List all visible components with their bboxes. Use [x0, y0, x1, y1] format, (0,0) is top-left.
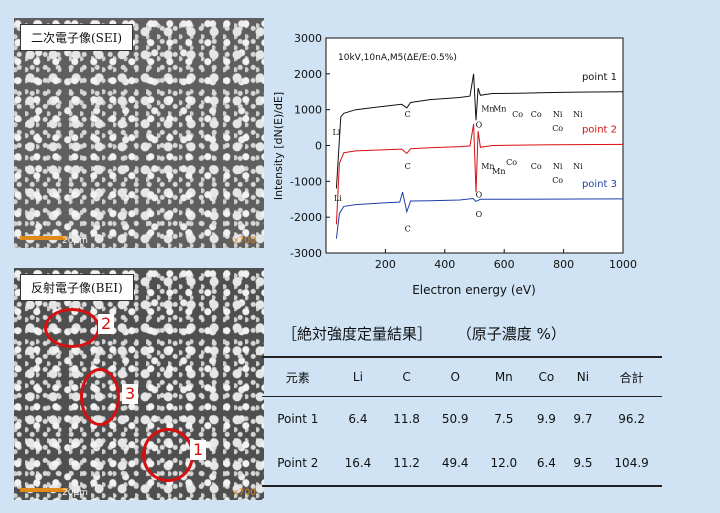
y-tick-label: 2000	[294, 68, 322, 81]
sei-magnification: x700	[233, 236, 256, 246]
table-row: Point 2 16.4 11.2 49.4 12.0 6.4 9.5 104.…	[262, 441, 662, 486]
bei-scale-text: 20μm	[62, 488, 88, 498]
sei-label: 二次電子像(SEI)	[20, 24, 134, 51]
peak-label: Mn	[481, 104, 494, 113]
cell-o: 49.4	[441, 456, 469, 470]
y-tick-label: -1000	[290, 175, 322, 188]
bei-magnification: x700	[233, 488, 256, 498]
region-number-1: 1	[190, 440, 207, 460]
x-axis: 200 400 600 800 1000	[375, 249, 637, 271]
header-o: O	[450, 370, 460, 384]
peak-label: Ni	[553, 110, 563, 119]
header-co: Co	[538, 370, 555, 384]
table-row: Point 1 6.4 11.8 50.9 7.5 9.9 9.7 96.2	[262, 397, 662, 442]
y-axis-label: Intensity [dN(E)/dE]	[272, 92, 285, 200]
y-axis: 3000 2000 1000 0 -1000 -2000 -3000	[290, 32, 330, 260]
peak-label: C	[405, 110, 411, 119]
series-line-1	[335, 73, 624, 189]
cell-mn: 7.5	[494, 412, 514, 426]
region-number-2: 2	[98, 314, 115, 334]
peak-label: Co	[531, 110, 542, 119]
peak-label: C	[405, 225, 411, 234]
peak-label: Ni	[553, 162, 563, 171]
peak-label: C	[405, 162, 411, 171]
region-ring-2	[44, 308, 100, 348]
series-line-3	[335, 191, 624, 239]
peak-label: Mn	[493, 104, 506, 113]
series-group	[335, 73, 624, 239]
region-ring-1	[142, 428, 194, 482]
region-number-3: 3	[122, 384, 139, 404]
y-tick-label: 1000	[294, 104, 322, 117]
peak-label: Co	[506, 158, 517, 167]
cell-co: 9.9	[536, 412, 556, 426]
y-tick-label: -2000	[290, 211, 322, 224]
sei-scale-bar	[20, 236, 68, 240]
peak-label: Co	[552, 176, 563, 185]
auger-spectrum-chart: 3000 2000 1000 0 -1000 -2000 -3000 200 400 600 80…	[272, 32, 637, 297]
bei-label: 反射電子像(BEI)	[20, 274, 134, 301]
x-tick-label: 1000	[609, 258, 637, 271]
series-line-2	[335, 123, 624, 225]
y-tick-label: 3000	[294, 32, 322, 45]
chart-title: 10kV,10nA,M5(ΔE/E:0.5%)	[338, 53, 457, 63]
peak-label: Mn	[481, 162, 494, 171]
peak-label: O	[476, 210, 483, 219]
cell-ni: 9.7	[573, 412, 593, 426]
peak-label: Ni	[573, 162, 583, 171]
peak-label: O	[476, 190, 483, 199]
peak-label: Co	[512, 110, 523, 119]
legend-label-2: point 2	[582, 124, 617, 135]
peak-label: Co	[531, 162, 542, 171]
row-label: Point 1	[277, 412, 319, 426]
y-tick-label: -3000	[290, 247, 322, 260]
legend: point 1 point 2 point 3	[582, 72, 617, 190]
peak-label: Ni	[573, 110, 583, 119]
results-title: ［絶対強度定量結果］	[282, 325, 433, 343]
x-axis-label: Electron energy (eV)	[412, 283, 536, 297]
peak-label: O	[476, 121, 483, 130]
cell-li: 16.4	[344, 456, 372, 470]
sei-scale-text: 20μm	[62, 236, 88, 246]
x-tick-label: 600	[494, 258, 515, 271]
header-mn: Mn	[494, 370, 513, 384]
cell-c: 11.8	[393, 412, 420, 426]
row-label: Point 2	[277, 456, 319, 470]
peak-label: Co	[552, 124, 563, 133]
header-element: 元素	[285, 370, 310, 385]
y-tick-label: 0	[315, 140, 322, 153]
results-heading: ［絶対強度定量結果］ （原子濃度 %）	[282, 323, 586, 344]
cell-o: 50.9	[441, 412, 469, 426]
peak-label: Li	[332, 128, 340, 137]
header-c: C	[402, 370, 411, 384]
header-total: 合計	[619, 370, 644, 385]
cell-total: 104.9	[614, 456, 649, 470]
cell-c: 11.2	[393, 456, 420, 470]
bei-scale-bar	[20, 488, 68, 492]
legend-label-3: point 3	[582, 179, 617, 190]
cell-ni: 9.5	[573, 456, 593, 470]
x-tick-label: 800	[553, 258, 574, 271]
header-li: Li	[352, 370, 363, 384]
x-tick-label: 200	[375, 258, 396, 271]
peak-label: Li	[334, 194, 342, 203]
peak-label: Mn	[492, 167, 505, 176]
cell-co: 6.4	[536, 456, 556, 470]
cell-total: 96.2	[618, 412, 645, 426]
results-header-row: 元素 Li C O Mn Co Ni 合計	[262, 357, 662, 397]
results-subtitle: （原子濃度 %）	[456, 325, 566, 343]
cell-li: 6.4	[348, 412, 368, 426]
sei-micrograph: 二次電子像(SEI) 20μm x700	[14, 18, 264, 248]
bei-micrograph: 反射電子像(BEI) 2 3 1 20μm x700	[14, 268, 264, 500]
x-tick-label: 400	[434, 258, 455, 271]
region-ring-3	[80, 368, 120, 426]
header-ni: Ni	[576, 370, 590, 384]
legend-label-1: point 1	[582, 72, 617, 83]
results-table: 元素 Li C O Mn Co Ni 合計 Point 1 6.4 11.8 5…	[262, 356, 662, 487]
cell-mn: 12.0	[490, 456, 518, 470]
